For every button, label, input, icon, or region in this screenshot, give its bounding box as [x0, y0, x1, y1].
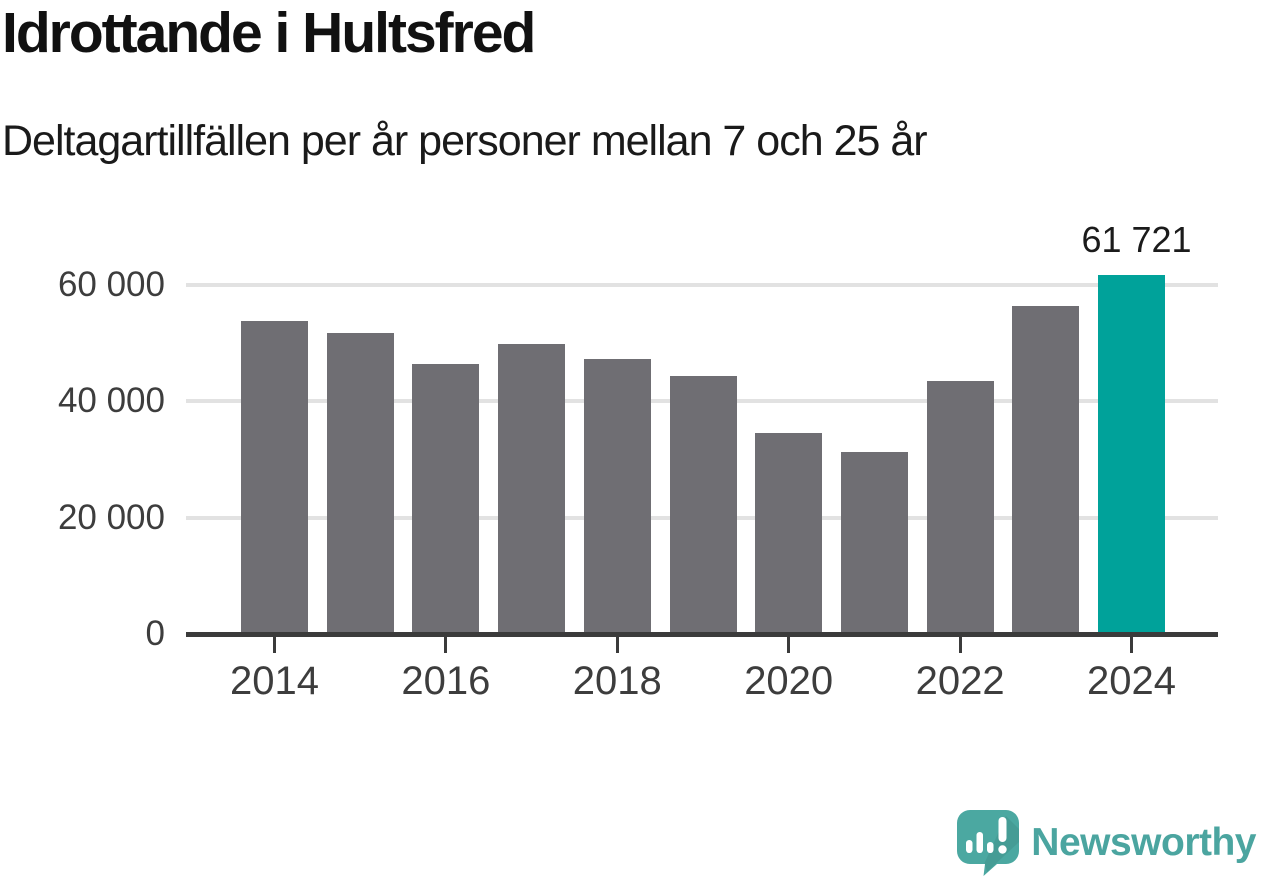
logo-bubble-shade — [984, 816, 1020, 872]
newsworthy-branding: Newsworthy — [957, 810, 1256, 876]
x-axis-tick-2018 — [615, 637, 619, 653]
y-axis-label-0: 0 — [145, 614, 165, 653]
x-axis-tick-2022 — [958, 637, 962, 653]
bar-2023 — [1012, 305, 1080, 636]
x-axis-tick-2020 — [787, 637, 791, 653]
newsworthy-logo-text: Newsworthy — [1031, 821, 1256, 864]
bar-2016 — [412, 364, 480, 636]
x-axis-label-2020: 2020 — [744, 659, 834, 703]
bar-2015 — [326, 333, 394, 636]
bar-2017 — [498, 343, 566, 636]
x-axis-label-2024: 2024 — [1087, 659, 1176, 703]
y-axis-label-60000: 60 000 — [57, 265, 165, 304]
chart-subtitle: Deltagartillfällen per år personer mella… — [2, 117, 928, 165]
x-axis-label-2018: 2018 — [572, 659, 662, 703]
bar-2021 — [840, 451, 908, 636]
logo-exclamation-bar-icon — [998, 817, 1007, 842]
logo-exclamation-dot-icon — [998, 845, 1007, 854]
bar-2024 — [1098, 275, 1165, 636]
x-axis-label-2016: 2016 — [401, 659, 491, 703]
y-axis-label-20000: 20 000 — [57, 497, 165, 537]
x-axis-label-2022: 2022 — [915, 659, 1005, 703]
x-axis-tick-2024 — [1130, 637, 1133, 653]
x-axis-tick-2016 — [444, 637, 448, 653]
bar-2022 — [926, 381, 994, 636]
logo-bar-medium-icon — [987, 842, 994, 853]
chart-title: Idrottande i Hultsfred — [2, 1, 536, 65]
newsworthy-logo-icon — [957, 810, 1020, 876]
logo-bar-tall-icon — [976, 832, 984, 853]
x-axis-line — [186, 632, 1218, 637]
gridline-60000 — [186, 283, 1218, 287]
x-axis-label-2014: 2014 — [230, 659, 319, 703]
bar-2019 — [669, 375, 737, 636]
bar-2018 — [583, 358, 651, 636]
y-axis-label-40000: 40 000 — [57, 381, 165, 421]
bar-2014 — [241, 321, 308, 636]
x-axis-tick-2014 — [273, 637, 276, 653]
logo-bar-small-icon — [966, 840, 973, 853]
bar-2020 — [755, 432, 823, 636]
highlight-value-label: 61 721 — [1081, 219, 1192, 260]
